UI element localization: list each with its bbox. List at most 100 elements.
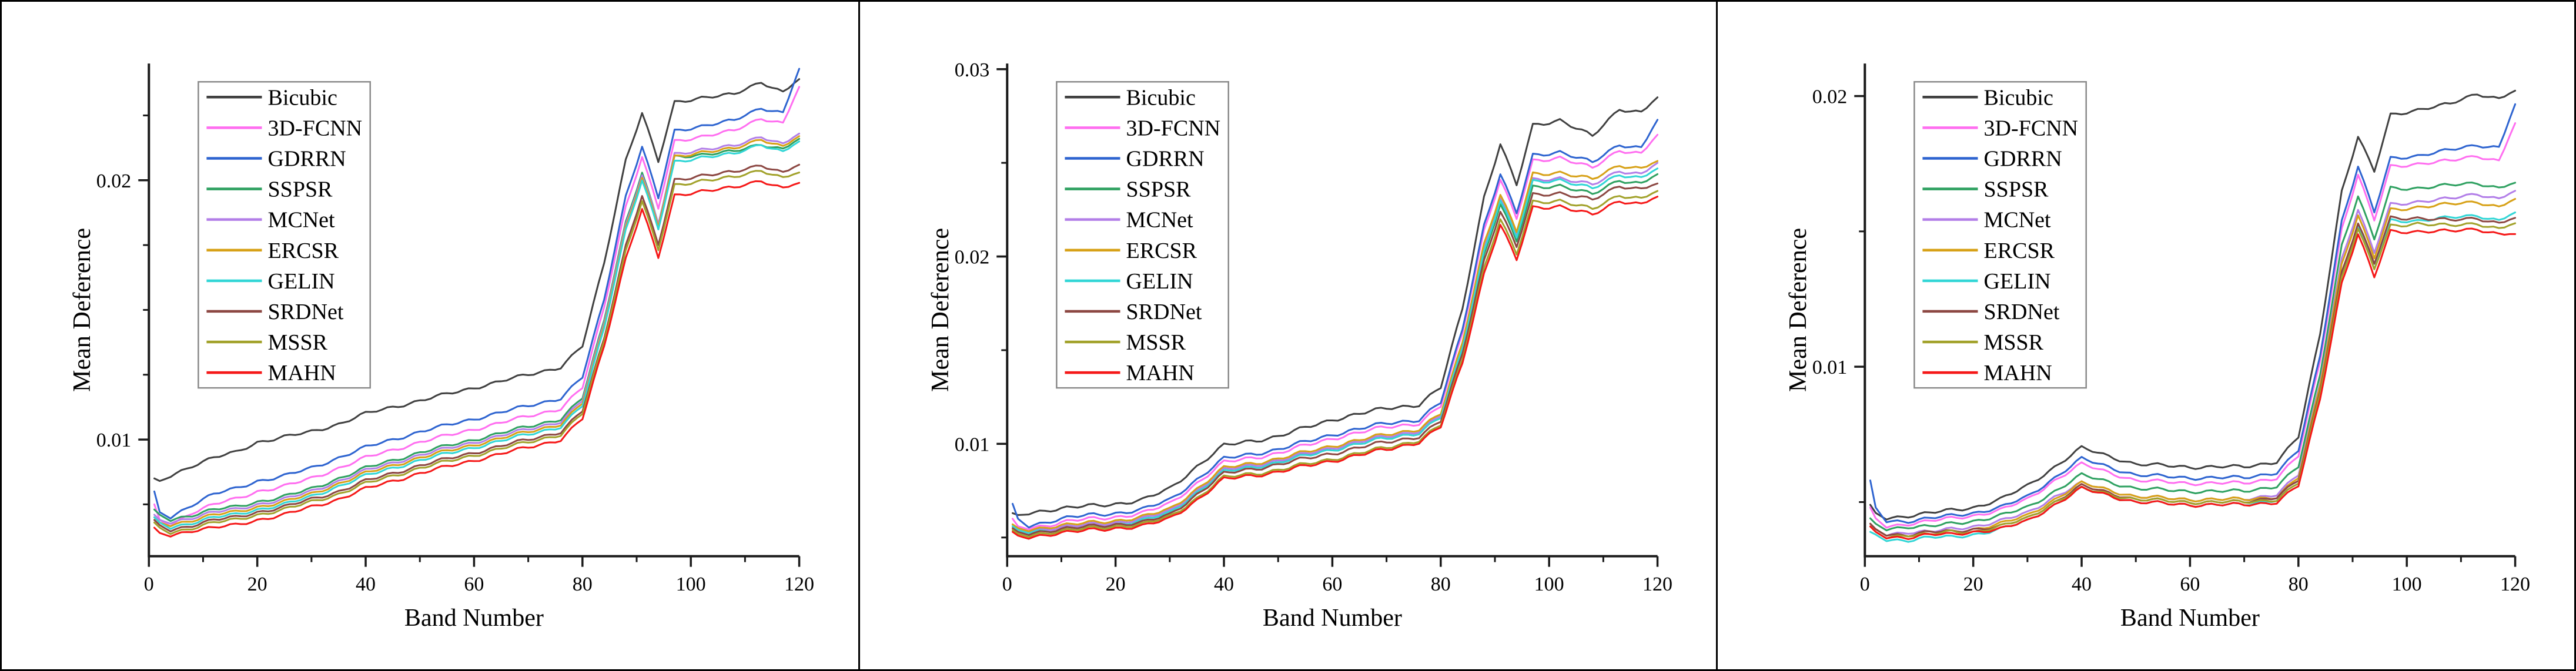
legend-item-MCNet: MCNet: [1922, 208, 2052, 233]
y-tick-label: 0.01: [954, 434, 989, 455]
legend-label-Bicubic: Bicubic: [268, 85, 337, 110]
legend-item-SRDNet: SRDNet: [1065, 300, 1202, 324]
series-line-SSPSR: [1869, 182, 2517, 532]
legend-label-ERCSR: ERCSR: [268, 239, 339, 263]
legend-label-3D-FCNN: 3D-FCNN: [1984, 116, 2079, 140]
legend-item-MAHN: MAHN: [206, 361, 336, 385]
legend-label-SSPSR: SSPSR: [268, 177, 333, 202]
series-line-GDRRN: [1869, 103, 2517, 524]
y-tick-label: 0.01: [96, 430, 132, 451]
series-line-MSSR: [1011, 190, 1658, 538]
series-line-MCNet: [153, 132, 801, 525]
legend-label-3D-FCNN: 3D-FCNN: [268, 116, 363, 140]
legend-label-GELIN: GELIN: [268, 269, 335, 294]
series-line-GDRRN: [153, 68, 801, 519]
series-line-MAHN: [1869, 227, 2517, 541]
x-axis-title: Band Number: [404, 605, 544, 632]
legend-label-SRDNet: SRDNet: [1984, 300, 2060, 324]
series-line-SRDNet: [153, 163, 801, 532]
legend-item-MAHN: MAHN: [1065, 361, 1194, 385]
x-tick-label: 40: [2072, 573, 2092, 595]
x-axis-title: Band Number: [1263, 605, 1402, 632]
legend-label-GDRRN: GDRRN: [268, 146, 346, 171]
x-tick-label: 100: [2392, 573, 2422, 595]
x-tick-label: 120: [2500, 573, 2530, 595]
x-tick-label: 40: [1214, 573, 1234, 595]
legend-item-Bicubic: Bicubic: [1065, 85, 1195, 110]
legend-item-GELIN: GELIN: [206, 269, 335, 294]
legend-item-MCNet: MCNet: [206, 208, 335, 233]
series-line-GELIN: [153, 140, 801, 530]
legend-label-MCNet: MCNet: [1126, 208, 1193, 233]
series-line-SSPSR: [153, 137, 801, 522]
y-axis-title: Mean Deference: [927, 228, 954, 392]
legend-label-SSPSR: SSPSR: [1984, 177, 2049, 202]
legend: Bicubic 3D-FCNN GDRRN SSPSR MCNet ERCSR GELIN S…: [1913, 80, 2087, 389]
legend-item-SRDNet: SRDNet: [1922, 300, 2060, 324]
legend-item-3D-FCNN: 3D-FCNN: [206, 116, 362, 140]
legend-item-SSPSR: SSPSR: [1065, 177, 1191, 202]
x-tick-label: 20: [247, 573, 267, 595]
legend-label-Bicubic: Bicubic: [1126, 85, 1195, 110]
legend: Bicubic 3D-FCNN GDRRN SSPSR MCNet ERCSR GELIN S…: [198, 80, 371, 389]
series-line-ERCSR: [153, 135, 801, 528]
x-tick-label: 0: [144, 573, 154, 595]
legend-label-SRDNet: SRDNet: [268, 300, 344, 324]
series-line-3D-FCNN: [1869, 122, 2517, 529]
y-tick-label: 0.02: [96, 170, 132, 192]
x-tick-label: 20: [1105, 573, 1125, 595]
legend-item-SSPSR: SSPSR: [1922, 177, 2049, 202]
legend-label-ERCSR: ERCSR: [1126, 239, 1197, 263]
x-tick-label: 20: [1963, 573, 1983, 595]
series-line-3D-FCNN: [153, 86, 801, 528]
legend-item-3D-FCNN: 3D-FCNN: [1922, 116, 2079, 140]
x-axis-title: Band Number: [2120, 605, 2260, 632]
x-tick-label: 100: [1534, 573, 1564, 595]
legend-item-Bicubic: Bicubic: [206, 85, 337, 110]
x-tick-label: 0: [1002, 573, 1012, 595]
series-line-Bicubic: [1011, 96, 1658, 516]
series-line-Bicubic: [153, 78, 801, 482]
chart-panel-3: 0 20 40 60 80 100 120 0.01 0.02 Band Number Mean D…: [1716, 2, 2575, 669]
x-tick-label: 120: [784, 573, 814, 595]
x-tick-label: 100: [676, 573, 706, 595]
legend-item-MSSR: MSSR: [206, 330, 328, 355]
legend-label-MAHN: MAHN: [268, 361, 336, 385]
x-tick-label: 60: [2180, 573, 2200, 595]
series-line-MAHN: [153, 180, 801, 538]
series-line-3D-FCNN: [1011, 133, 1658, 531]
legend-box: [1913, 80, 2087, 389]
legend-item-GELIN: GELIN: [1922, 269, 2051, 294]
legend-box: [1055, 80, 1229, 389]
legend-item-SSPSR: SSPSR: [206, 177, 333, 202]
series-line-ERCSR: [1011, 160, 1658, 532]
legend-item-3D-FCNN: 3D-FCNN: [1065, 116, 1220, 140]
x-tick-label: 120: [1642, 573, 1672, 595]
chart-1-svg: 0 20 40 60 80 100 120 0.01 0.02 Band Number Mean D…: [69, 63, 814, 632]
legend-label-SRDNet: SRDNet: [1126, 300, 1202, 324]
y-tick-label: 0.02: [954, 247, 989, 269]
y-tick-label: 0.03: [954, 59, 989, 81]
legend-label-MCNet: MCNet: [1984, 208, 2052, 233]
x-tick-label: 60: [464, 573, 484, 595]
legend-item-MSSR: MSSR: [1922, 330, 2044, 355]
y-axis-title: Mean Deference: [1785, 228, 1812, 392]
legend-label-MSSR: MSSR: [1984, 330, 2044, 355]
legend-label-MSSR: MSSR: [1126, 330, 1186, 355]
legend-item-SRDNet: SRDNet: [206, 300, 344, 324]
chart-panel-1: 0 20 40 60 80 100 120 0.01 0.02 Band Number Mean D…: [2, 2, 858, 669]
series-line-MSSR: [153, 170, 801, 535]
series-line-MAHN: [1011, 196, 1658, 540]
x-tick-label: 40: [356, 573, 376, 595]
y-axis-title: Mean Deference: [69, 228, 96, 392]
legend-item-GELIN: GELIN: [1065, 269, 1193, 294]
legend-label-GELIN: GELIN: [1984, 269, 2051, 294]
x-tick-label: 60: [1322, 573, 1342, 595]
legend-label-Bicubic: Bicubic: [1984, 85, 2053, 110]
legend-item-GDRRN: GDRRN: [206, 146, 346, 171]
chart-3-svg: 0 20 40 60 80 100 120 0.01 0.02 Band Number Mean D…: [1785, 63, 2530, 632]
chart-2-svg: 0 20 40 60 80 100 120 0.01 0.02 0.03 Band Number Me…: [927, 59, 1672, 632]
legend-item-Bicubic: Bicubic: [1922, 85, 2053, 110]
series-line-MCNet: [1011, 162, 1658, 534]
